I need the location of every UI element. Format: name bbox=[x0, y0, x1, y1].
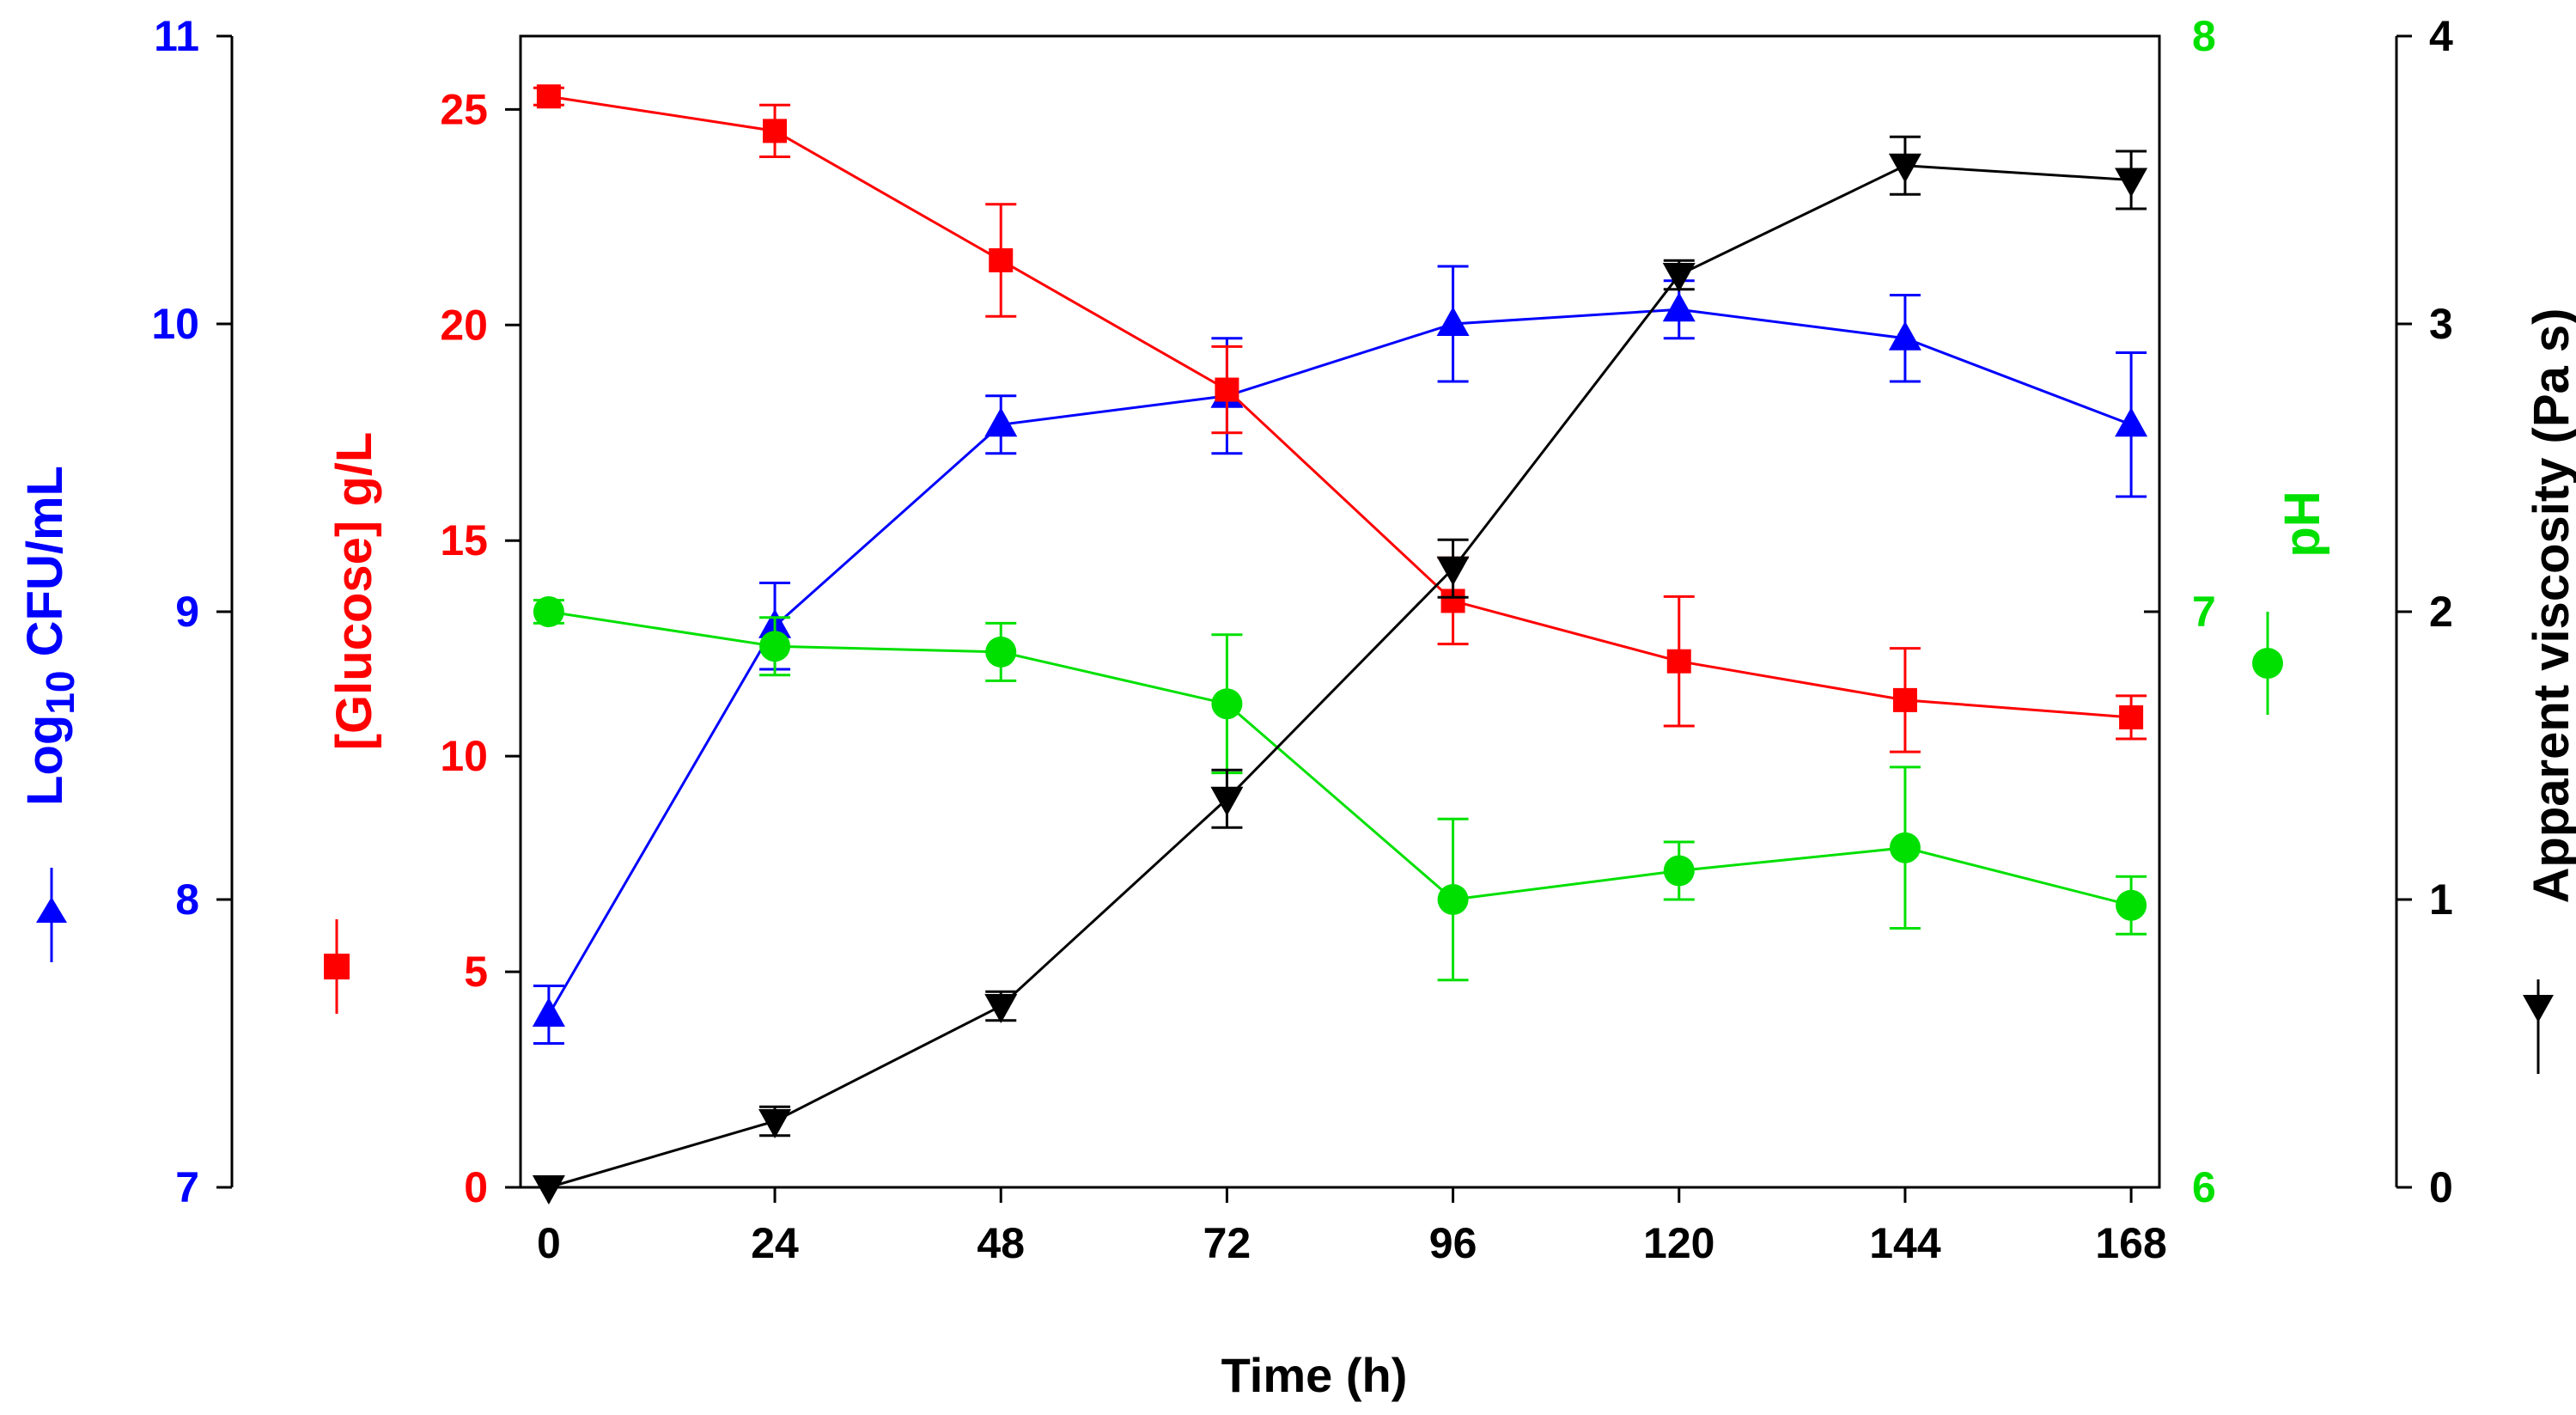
series-glucose bbox=[533, 84, 2147, 753]
x-tick-label: 120 bbox=[1643, 1219, 1714, 1267]
cfu-axis-label-prefix: Log bbox=[17, 715, 73, 806]
cfu-tick-label: 10 bbox=[151, 300, 199, 348]
x-tick-label: 24 bbox=[751, 1219, 799, 1267]
x-tick-label: 48 bbox=[977, 1219, 1025, 1267]
viscosity-point bbox=[532, 1175, 565, 1205]
glucose-tick-label: 0 bbox=[464, 1163, 488, 1211]
x-tick-label: 72 bbox=[1203, 1219, 1251, 1267]
viscosity-point bbox=[984, 993, 1018, 1023]
viscosity-tick-label: 4 bbox=[2429, 12, 2453, 60]
glucose-point bbox=[989, 247, 1014, 272]
ph-line bbox=[548, 610, 2132, 907]
viscosity-tick-label: 2 bbox=[2429, 588, 2453, 636]
glucose-line bbox=[548, 95, 2132, 719]
series-layer bbox=[532, 84, 2148, 1205]
glucose-tick-label: 25 bbox=[440, 85, 488, 133]
x-tick-label: 96 bbox=[1429, 1219, 1477, 1267]
x-axis-label: Time (h) bbox=[1221, 1348, 1408, 1402]
glucose-legend-key bbox=[324, 919, 350, 1014]
glucose-tick-label: 5 bbox=[464, 948, 488, 996]
viscosity-line bbox=[548, 164, 2132, 1189]
viscosity-legend-key bbox=[2523, 979, 2554, 1074]
cfu-tick-label: 11 bbox=[154, 12, 199, 60]
ph-point bbox=[759, 631, 791, 662]
ph-point bbox=[985, 636, 1017, 668]
x-tick-label: 144 bbox=[1869, 1219, 1941, 1267]
series-viscosity bbox=[532, 135, 2148, 1205]
ph-point bbox=[533, 596, 564, 627]
cfu-axis-label-suffix: CFU/mL bbox=[17, 466, 73, 670]
viscosity-point bbox=[758, 1108, 792, 1138]
ph-legend-marker bbox=[2252, 648, 2283, 679]
glucose-tick-label: 20 bbox=[440, 301, 488, 349]
ph-tick-label: 7 bbox=[2192, 588, 2216, 636]
viscosity-point bbox=[1888, 153, 1921, 183]
glucose-tick-label: 15 bbox=[440, 516, 488, 564]
ph-point bbox=[2116, 889, 2147, 921]
cfu-axis-label-subscript: 10 bbox=[38, 670, 82, 714]
series-ph bbox=[533, 596, 2147, 982]
glucose-point bbox=[1892, 687, 1917, 712]
ph-legend-key bbox=[2252, 612, 2283, 715]
viscosity-axis-label: Apparent viscosity (Pa s) bbox=[2524, 308, 2576, 904]
ph-axis-label: pH bbox=[2275, 491, 2330, 557]
viscosity-point bbox=[1210, 786, 1244, 816]
cfu-line bbox=[547, 308, 2132, 1016]
ph-point bbox=[1663, 855, 1695, 887]
cfu-point bbox=[984, 407, 1018, 437]
cfu-point bbox=[1436, 307, 1470, 336]
cfu-tick-label: 9 bbox=[175, 588, 199, 636]
viscosity-point bbox=[2115, 168, 2148, 198]
glucose-axis-label: [Glucose] g/L bbox=[326, 432, 382, 751]
glucose-point bbox=[536, 84, 561, 109]
glucose-tick-label: 10 bbox=[440, 732, 488, 780]
cfu-point bbox=[1888, 320, 1921, 351]
ph-point bbox=[1211, 688, 1243, 720]
ph-tick-label: 8 bbox=[2192, 12, 2216, 60]
cfu-tick-label: 7 bbox=[175, 1163, 199, 1211]
glucose-point bbox=[1666, 649, 1691, 674]
viscosity-point bbox=[1436, 556, 1470, 586]
ph-point bbox=[1889, 832, 1921, 863]
viscosity-tick-label: 3 bbox=[2429, 300, 2453, 348]
viscosity-tick-label: 0 bbox=[2429, 1163, 2453, 1211]
glucose-point bbox=[1215, 377, 1239, 402]
viscosity-legend-marker bbox=[2523, 995, 2554, 1022]
viscosity-tick-label: 1 bbox=[2429, 875, 2453, 924]
glucose-point bbox=[763, 119, 788, 143]
cfu-point bbox=[1662, 292, 1696, 322]
cfu-tick-label: 8 bbox=[175, 875, 199, 924]
cfu-axis-label: Log10 CFU/mL bbox=[17, 466, 82, 806]
glucose-point bbox=[2119, 704, 2144, 729]
ticks-layer: 0 24 48 72 96 120 144 1687891011051015202567801… bbox=[151, 12, 2453, 1267]
series-cfu bbox=[532, 265, 2148, 1045]
cfu-point bbox=[2115, 407, 2148, 437]
ph-point bbox=[1437, 884, 1469, 915]
glucose-legend-marker bbox=[324, 954, 350, 979]
cfu-point bbox=[532, 997, 565, 1027]
cfu-legend-key bbox=[36, 868, 67, 962]
cfu-legend-marker bbox=[36, 897, 67, 923]
ph-tick-label: 6 bbox=[2192, 1163, 2216, 1211]
x-tick-label: 0 bbox=[537, 1219, 561, 1267]
viscosity-point bbox=[1662, 263, 1696, 293]
plot-frame bbox=[519, 34, 2161, 1189]
x-tick-label: 168 bbox=[2095, 1219, 2166, 1267]
